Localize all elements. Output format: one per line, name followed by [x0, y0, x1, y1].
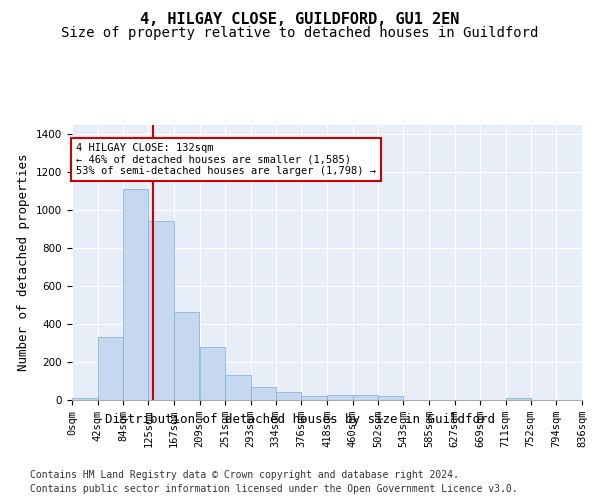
Bar — [327, 396, 353, 400]
Text: 4 HILGAY CLOSE: 132sqm
← 46% of detached houses are smaller (1,585)
53% of semi-: 4 HILGAY CLOSE: 132sqm ← 46% of detached… — [76, 143, 376, 176]
Text: 4, HILGAY CLOSE, GUILDFORD, GU1 2EN: 4, HILGAY CLOSE, GUILDFORD, GU1 2EN — [140, 12, 460, 28]
Y-axis label: Number of detached properties: Number of detached properties — [17, 154, 31, 371]
Bar — [123, 190, 148, 400]
Bar — [353, 396, 378, 400]
Bar — [251, 386, 276, 400]
Bar — [276, 392, 301, 400]
Bar — [225, 375, 251, 400]
Bar — [98, 338, 123, 400]
Bar — [72, 398, 98, 400]
Bar — [301, 396, 327, 400]
Bar — [199, 348, 225, 400]
Text: Size of property relative to detached houses in Guildford: Size of property relative to detached ho… — [61, 26, 539, 40]
Text: Contains HM Land Registry data © Crown copyright and database right 2024.: Contains HM Land Registry data © Crown c… — [30, 470, 459, 480]
Bar — [174, 312, 199, 400]
Bar — [148, 221, 174, 400]
Text: Distribution of detached houses by size in Guildford: Distribution of detached houses by size … — [105, 412, 495, 426]
Text: Contains public sector information licensed under the Open Government Licence v3: Contains public sector information licen… — [30, 484, 518, 494]
Bar — [506, 398, 531, 400]
Bar — [378, 396, 403, 400]
